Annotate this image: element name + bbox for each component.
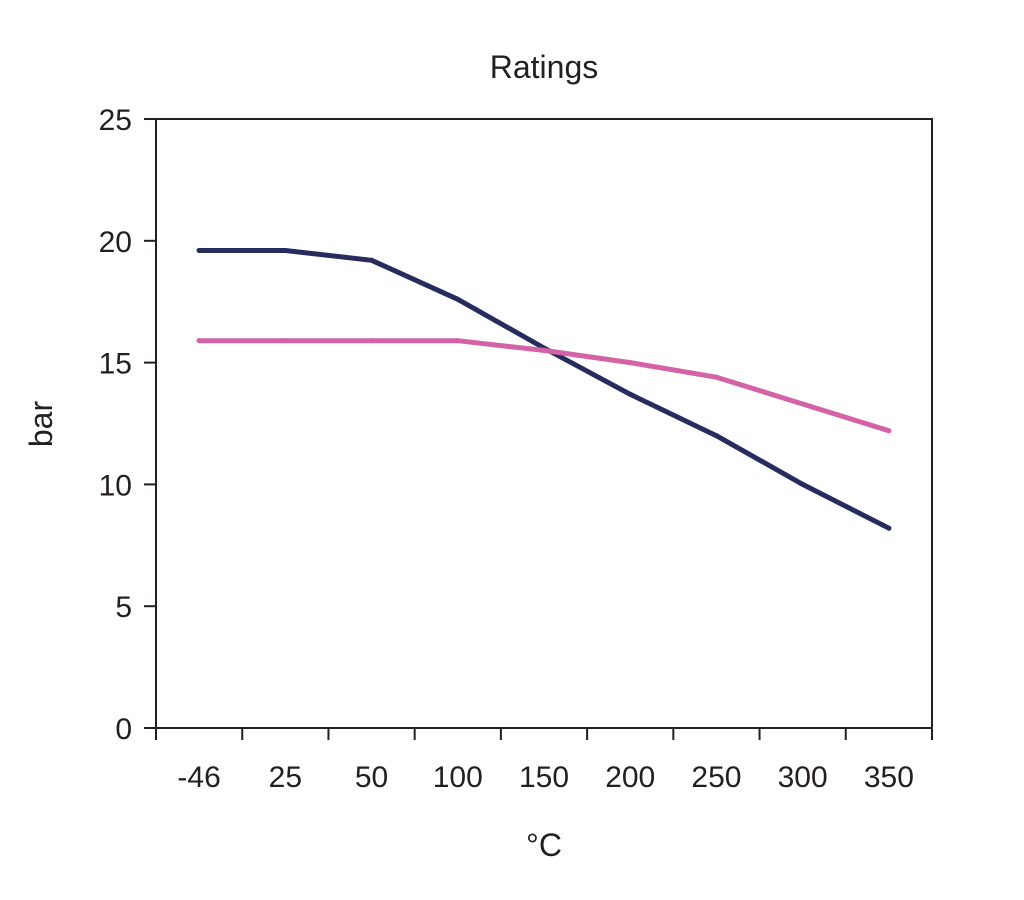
y-tick-label: 15 — [99, 348, 132, 381]
series-line-1 — [196, 248, 892, 531]
y-tick-label: 25 — [99, 104, 132, 137]
y-axis: 0 5 10 15 20 25 — [99, 104, 156, 746]
series-2-point — [627, 360, 633, 366]
series-2-point — [369, 338, 375, 344]
series-2-point — [886, 428, 892, 434]
x-axis-title: °C — [526, 827, 562, 863]
series-1-point — [627, 391, 633, 397]
y-tick-label: 5 — [115, 591, 132, 624]
series-2-point — [196, 338, 202, 344]
series-1-point — [369, 257, 375, 263]
x-tick-label: 50 — [355, 761, 388, 794]
series-1-point — [886, 525, 892, 531]
chart-title: Ratings — [490, 49, 599, 85]
x-tick-label: 150 — [519, 761, 569, 794]
x-tick-label: 350 — [864, 761, 914, 794]
series-1-point — [282, 248, 288, 254]
y-axis-title: bar — [23, 401, 59, 448]
series-1-point — [800, 481, 806, 487]
series-layer — [196, 248, 892, 531]
y-tick-label: 10 — [99, 469, 132, 502]
series-2-point — [800, 401, 806, 407]
x-tick-label: 250 — [691, 761, 741, 794]
x-tick-label: 25 — [269, 761, 302, 794]
series-2-point — [282, 338, 288, 344]
y-tick-label: 0 — [115, 713, 132, 746]
x-tick-label: 100 — [433, 761, 483, 794]
x-axis: -46 25 50 100 150 200 250 300 350 — [155, 728, 933, 794]
series-2-point — [713, 374, 719, 380]
x-tick-label: 200 — [605, 761, 655, 794]
y-tick-label: 20 — [99, 226, 132, 259]
series-line-2 — [196, 338, 892, 434]
plot-area — [155, 118, 933, 729]
plot-border — [155, 118, 933, 729]
series-1-point — [196, 248, 202, 254]
x-tick-label: 300 — [778, 761, 828, 794]
series-2-point — [455, 338, 461, 344]
series-2-point — [541, 347, 547, 353]
series-1-point — [455, 296, 461, 302]
series-1-point — [713, 433, 719, 439]
x-tick-label: -46 — [177, 761, 220, 794]
